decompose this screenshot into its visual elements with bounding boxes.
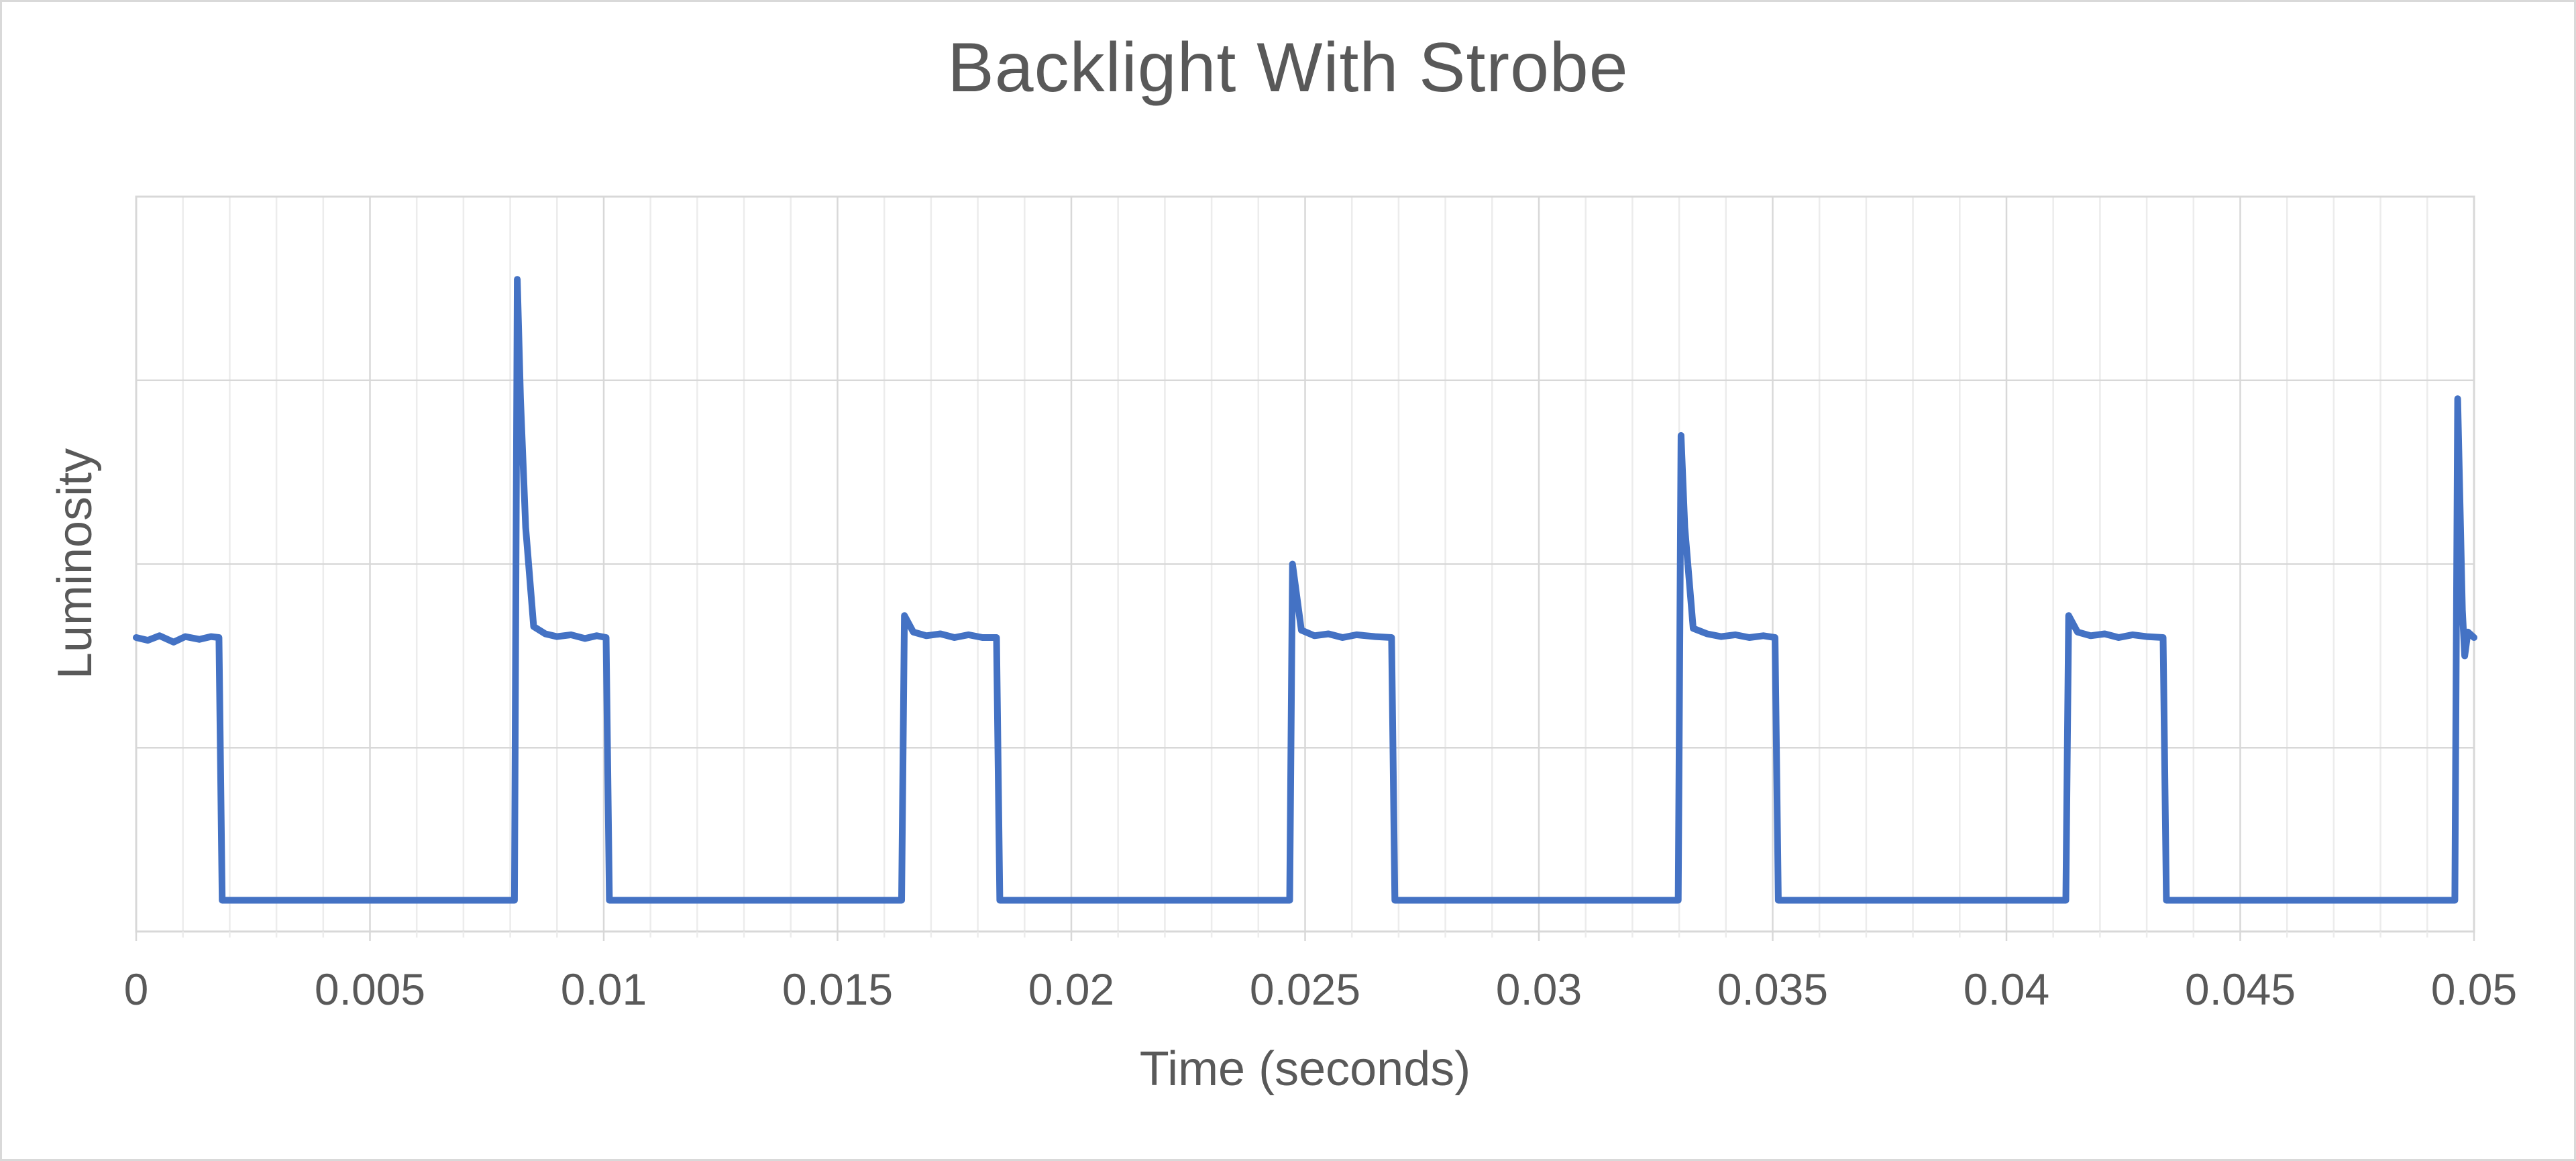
x-axis-title: Time (seconds): [1139, 1042, 1471, 1096]
chart-title: Backlight With Strobe: [947, 28, 1629, 107]
series-line: [133, 276, 2477, 904]
